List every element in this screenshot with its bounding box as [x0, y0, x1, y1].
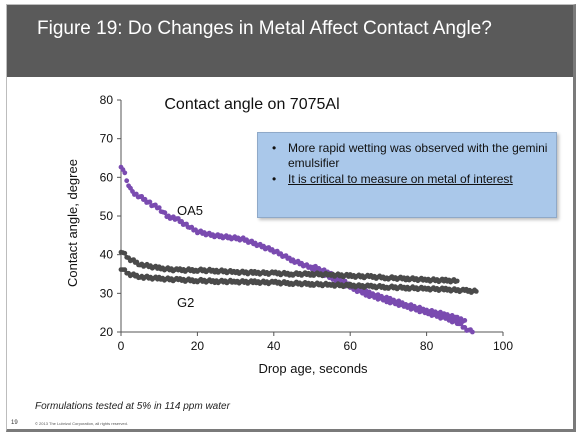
data-point [473, 289, 479, 294]
data-point [162, 210, 168, 216]
x-tick-label: 100 [493, 339, 513, 353]
data-point [122, 250, 128, 256]
x-tick-label: 60 [344, 339, 358, 353]
callout-list: • More rapid wetting was observed with th… [268, 141, 548, 187]
data-point [147, 199, 153, 205]
callout-item: • It is critical to measure on metal of i… [268, 172, 548, 187]
chart-title: Contact angle on 7075Al [164, 96, 339, 113]
y-axis-label: Contact angle, degree [65, 159, 80, 287]
slide-title: Figure 19: Do Changes in Metal Affect Co… [37, 18, 492, 39]
chart-points [118, 164, 479, 335]
slide: Figure 19: Do Changes in Metal Affect Co… [6, 4, 576, 432]
footnote: Formulations tested at 5% in 114 ppm wat… [35, 401, 230, 412]
callout-item-text: It is critical to measure on metal of in… [288, 172, 513, 186]
bullet-icon: • [272, 172, 277, 186]
copyright-notice: © 2013 The Lubrizol Corporation, all rig… [35, 421, 128, 426]
chart-axes: 20 30 40 50 60 70 80 0 20 40 60 80 100 [100, 93, 514, 353]
y-tick-label: 60 [100, 170, 114, 184]
callout-box: • More rapid wetting was observed with th… [257, 132, 557, 218]
callout-item: • More rapid wetting was observed with th… [268, 141, 548, 171]
data-point [462, 318, 468, 323]
data-point [124, 178, 130, 184]
y-tick-label: 70 [100, 132, 114, 146]
series-annotation-oa5: OA5 [177, 203, 203, 218]
data-point [122, 170, 128, 176]
x-tick-label: 40 [267, 339, 281, 353]
y-tick-label: 80 [100, 93, 114, 107]
series-g2-upper [118, 249, 460, 285]
y-tick-label: 30 [100, 286, 114, 300]
data-point [470, 329, 475, 335]
page-number: 19 [11, 420, 18, 426]
contact-angle-chart: 20 30 40 50 60 70 80 0 20 40 60 80 100 Contact angle… [65, 93, 514, 376]
x-axis-label: Drop age, seconds [258, 361, 368, 376]
y-tick-label: 40 [100, 248, 114, 262]
x-tick-label: 0 [118, 339, 125, 353]
bullet-icon: • [272, 141, 277, 155]
title-bar: Figure 19: Do Changes in Metal Affect Co… [7, 5, 573, 77]
data-point [156, 205, 162, 211]
series-g2 [118, 267, 479, 295]
y-tick-label: 20 [100, 325, 114, 339]
x-tick-label: 80 [420, 339, 434, 353]
data-point [122, 267, 128, 273]
series-annotation-g2: G2 [177, 295, 194, 310]
data-point [454, 278, 460, 284]
y-tick-label: 50 [100, 209, 114, 223]
x-tick-label: 20 [191, 339, 205, 353]
callout-item-text: More rapid wetting was observed with the… [288, 141, 548, 170]
